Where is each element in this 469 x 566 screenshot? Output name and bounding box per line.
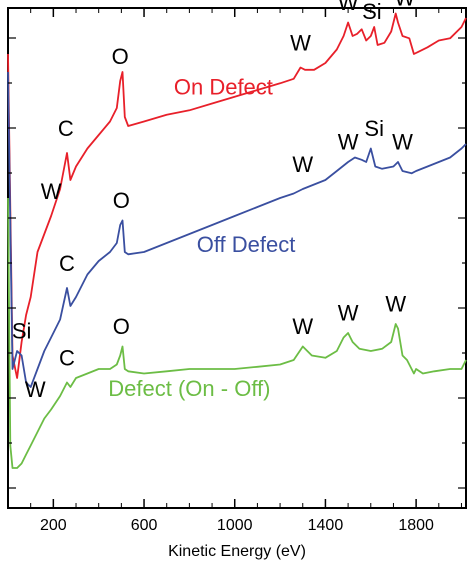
- axis-layer: 200 600 1000 1400 1800 Kinetic Energy (eV): [7, 8, 466, 560]
- x-tick-label: 1400: [308, 517, 344, 534]
- peak-label-off_defect: O: [113, 188, 130, 213]
- x-tick-label: 1800: [398, 517, 434, 534]
- series-name-label: On Defect: [174, 75, 273, 100]
- series-layer: [7, 12, 467, 469]
- peak-label-off_defect: W: [392, 130, 413, 155]
- peak-label-difference: W: [338, 301, 359, 326]
- series-name-label: Defect (On - Off): [108, 376, 270, 401]
- peak-label-on_defect: W: [394, 0, 415, 11]
- peak-label-on_defect: W: [41, 179, 62, 204]
- annotation-layer: WCOWWSiWSiCOWWSiWWCOWWW: [12, 0, 416, 402]
- peak-label-difference: W: [292, 314, 313, 339]
- peak-label-difference: C: [59, 346, 75, 371]
- series-line-3: [7, 197, 467, 469]
- x-tick-label: 600: [131, 517, 158, 534]
- peak-label-off_defect: Si: [12, 319, 32, 344]
- peak-label-on_defect: O: [112, 44, 129, 69]
- series-line-1: [7, 12, 467, 379]
- peak-label-difference: W: [385, 292, 406, 317]
- peak-label-off_defect: W: [338, 130, 359, 155]
- series-label-layer: On Defect Off Defect Defect (On - Off): [108, 75, 295, 402]
- peak-label-off_defect: Si: [364, 116, 384, 141]
- peak-label-on_defect: W: [290, 31, 311, 56]
- peak-label-off_defect: C: [59, 251, 75, 276]
- peak-label-on_defect: Si: [362, 0, 382, 24]
- x-tick-label: 200: [40, 517, 67, 534]
- series-name-label: Off Defect: [197, 232, 296, 257]
- peak-label-on_defect: C: [58, 116, 74, 141]
- peak-label-difference: O: [113, 314, 130, 339]
- peak-label-on_defect: W: [338, 0, 359, 15]
- series-line-2: [7, 71, 467, 388]
- x-tick-label: 1000: [217, 517, 253, 534]
- x-axis-label: Kinetic Energy (eV): [168, 543, 306, 560]
- peak-label-difference: W: [25, 377, 46, 402]
- peak-label-off_defect: W: [292, 152, 313, 177]
